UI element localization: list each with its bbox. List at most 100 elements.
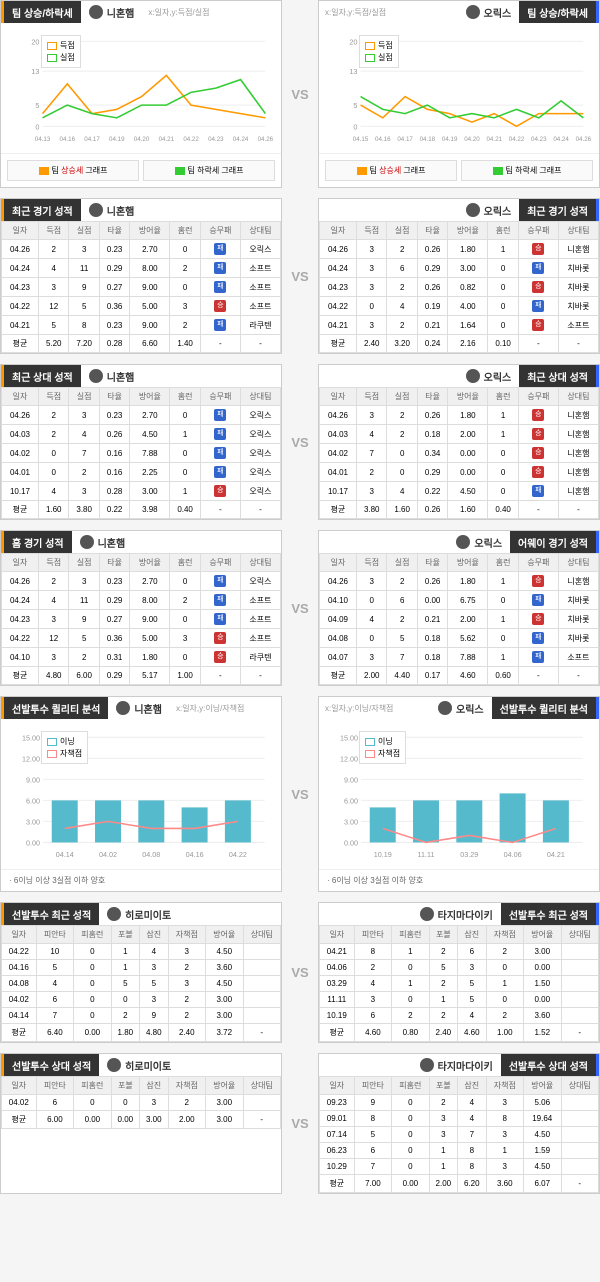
team-logo-icon: [438, 701, 452, 715]
axis-hint: [319, 365, 458, 387]
table-header: 타율: [417, 222, 447, 240]
team-logo-icon: [89, 203, 103, 217]
table-header: 일자: [2, 926, 37, 944]
table-row: 04.10320.311.800승라쿠텐: [2, 648, 281, 667]
result-badge: 패: [214, 594, 226, 606]
table-header: 자책점: [168, 926, 205, 944]
table-row: 04.24360.293.000패치바롯: [320, 259, 599, 278]
table-header: 방어율: [448, 222, 488, 240]
table-row: 04.26230.232.700패오릭스: [2, 240, 281, 259]
axis-hint: x:일자,y:이닝/자책점: [170, 697, 281, 719]
stats-table: 일자피안타피홈런포볼삼진자책점방어율상대팀 04.21812623.0004.0…: [319, 925, 599, 1042]
table-header: 승무패: [518, 388, 558, 406]
table-header: 승무패: [200, 554, 240, 572]
axis-hint: [319, 199, 458, 221]
table-row: 09.23902435.06: [320, 1095, 599, 1111]
table-header: 승무패: [518, 554, 558, 572]
result-badge: 패: [214, 466, 226, 478]
axis-hint: [179, 1054, 281, 1076]
table-row: 04.221001434.50: [2, 944, 281, 960]
table-row: 04.08405534.50: [2, 976, 281, 992]
stats-table: 일자피안타피홈런포볼삼진자책점방어율상대팀 04.221001434.5004.…: [1, 925, 281, 1042]
svg-text:20: 20: [349, 37, 357, 46]
svg-text:13: 13: [349, 67, 357, 76]
axis-hint: [133, 531, 281, 553]
svg-text:04.23: 04.23: [208, 136, 224, 143]
table-header: 타율: [99, 554, 129, 572]
table-header: 방어율: [130, 222, 170, 240]
table-header: 실점: [69, 554, 99, 572]
table-header: 상대팀: [240, 388, 280, 406]
table-header: 승무패: [200, 388, 240, 406]
vs-label: VS: [290, 696, 310, 892]
table-header: 상대팀: [240, 222, 280, 240]
trend-down-button[interactable]: 팀 하락세 그래프: [143, 160, 275, 181]
table-header: 타율: [99, 222, 129, 240]
table-row: 10.17340.224.500패니혼햄: [320, 482, 599, 501]
svg-text:13: 13: [31, 67, 39, 76]
table-header: 자책점: [486, 926, 523, 944]
svg-text:10.19: 10.19: [374, 850, 392, 859]
table-row: 평균5.207.200.286.601.40--: [2, 335, 281, 353]
table-header: 일자: [2, 1077, 37, 1095]
panel-title: 선발투수 퀼리티 분석: [4, 701, 108, 716]
table-row: 04.26230.232.700패오릭스: [2, 406, 281, 425]
table-row: 11.11301500.00: [320, 992, 599, 1008]
table-header: 일자: [320, 222, 357, 240]
table-header: 자책점: [486, 1077, 523, 1095]
table-header: 피안타: [36, 1077, 73, 1095]
table-header: 방어율: [524, 926, 561, 944]
table-header: 피홈런: [392, 926, 429, 944]
stats-table: 일자득점실점타율방어율홈런승무패상대팀 04.26230.232.700패오릭스…: [1, 221, 281, 353]
table-header: 포볼: [429, 1077, 457, 1095]
svg-text:5: 5: [353, 101, 357, 110]
team-label: 히로미이토: [99, 1054, 179, 1076]
team-label: 오릭스: [458, 365, 520, 387]
result-badge: 승: [532, 243, 544, 255]
table-header: 득점: [39, 554, 69, 572]
table-header: 상대팀: [243, 1077, 281, 1095]
table-header: 방어율: [448, 554, 488, 572]
result-badge: 패: [214, 409, 226, 421]
svg-text:9.00: 9.00: [26, 775, 40, 784]
table-row: 04.06205300.00: [320, 960, 599, 976]
table-row: 04.244110.298.002패소프트: [2, 591, 281, 610]
table-header: 득점: [39, 222, 69, 240]
svg-text:04.16: 04.16: [375, 136, 391, 143]
svg-text:04.02: 04.02: [99, 850, 117, 859]
table-header: 피홈런: [74, 1077, 111, 1095]
chart-legend: 이닝자책점: [359, 731, 406, 764]
result-badge: 패: [214, 575, 226, 587]
table-header: 상대팀: [240, 554, 280, 572]
table-header: 상대팀: [561, 1077, 599, 1095]
table-row: 10.19622423.60: [320, 1008, 599, 1024]
table-header: 방어율: [130, 554, 170, 572]
trend-down-button[interactable]: 팀 하락세 그래프: [461, 160, 593, 181]
team-label: 니혼햄: [81, 365, 143, 387]
vs-label: VS: [290, 1053, 310, 1194]
table-row: 평균1.603.800.223.980.40--: [2, 501, 281, 519]
table-row: 04.26320.261.801승니혼햄: [320, 572, 599, 591]
stats-table: 일자득점실점타율방어율홈런승무패상대팀 04.26230.232.700패오릭스…: [1, 387, 281, 519]
table-row: 04.21812623.00: [320, 944, 599, 960]
trend-up-button[interactable]: 팀 상승세 그래프: [325, 160, 457, 181]
chart-legend: 득점실점: [359, 35, 399, 68]
team-label: 오릭스: [430, 697, 492, 719]
team-logo-icon: [107, 907, 121, 921]
stats-table: 일자피안타피홈런포볼삼진자책점방어율상대팀 04.02600323.00평균6.…: [1, 1076, 281, 1129]
table-header: 방어율: [524, 1077, 561, 1095]
result-badge: 패: [532, 485, 544, 497]
svg-text:04.15: 04.15: [353, 136, 369, 143]
table-header: 삼진: [458, 926, 486, 944]
table-header: 일자: [320, 1077, 355, 1095]
table-row: 04.21580.239.002패라쿠텐: [2, 316, 281, 335]
team-logo-icon: [466, 203, 480, 217]
table-header: 방어율: [206, 1077, 243, 1095]
svg-text:04.26: 04.26: [258, 136, 273, 143]
trend-up-button[interactable]: 팀 상승세 그래프: [7, 160, 139, 181]
svg-text:6.00: 6.00: [26, 796, 40, 805]
table-row: 평균4.806.000.295.171.00--: [2, 667, 281, 685]
table-header: 타율: [417, 388, 447, 406]
table-row: 평균2.403.200.242.160.10--: [320, 335, 599, 353]
vs-label: VS: [290, 902, 310, 1043]
